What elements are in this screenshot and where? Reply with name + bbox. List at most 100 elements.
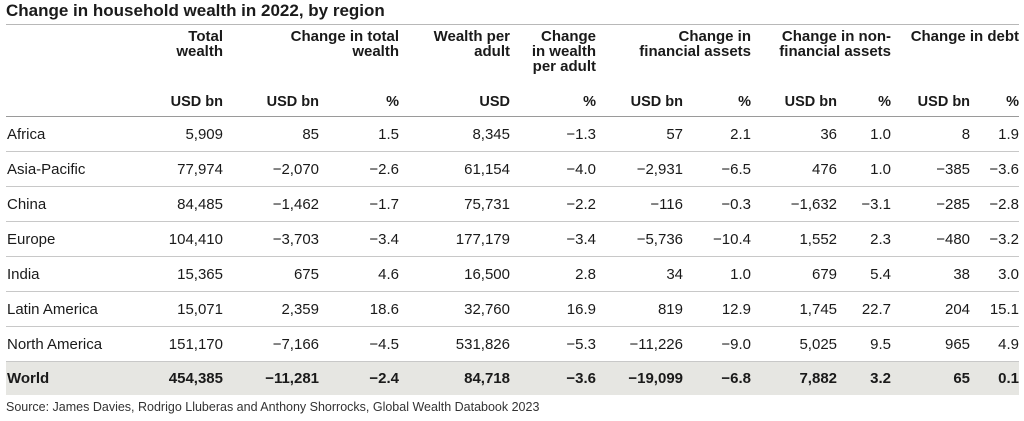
cell: 1.0 <box>837 151 892 187</box>
cell: 177,179 <box>399 221 510 257</box>
table-row: Europe 104,410 −3,703 −3.4 177,179 −3.4 … <box>6 221 1020 257</box>
cell: 85 <box>223 116 319 152</box>
cell: 34 <box>596 256 683 292</box>
cell: −10.4 <box>683 221 752 257</box>
cell: 3.2 <box>837 361 892 395</box>
cell: −285 <box>891 186 971 222</box>
cell: 1.5 <box>319 116 399 152</box>
unit-cell: USD bn <box>116 87 223 117</box>
cell: 36 <box>751 116 838 152</box>
cell: −1,632 <box>751 186 838 222</box>
header-row-units: USD bn USD bn % USD % USD bn % USD bn % … <box>6 87 1020 117</box>
unit-cell: % <box>683 87 752 117</box>
cell: 65 <box>891 361 971 395</box>
wealth-table: Total wealth Change in total wealth Weal… <box>6 25 1020 395</box>
cell: −0.3 <box>683 186 752 222</box>
cell: 22.7 <box>837 291 892 327</box>
table-row: Asia-Pacific 77,974 −2,070 −2.6 61,154 −… <box>6 151 1020 187</box>
cell: 9.5 <box>837 326 892 362</box>
header-change-nonfinancial-assets: Change in non- financial assets <box>779 28 892 60</box>
region-label: World <box>6 361 116 395</box>
cell: −19,099 <box>596 361 683 395</box>
cell: 204 <box>891 291 971 327</box>
cell: −4.5 <box>319 326 399 362</box>
region-label: Africa <box>6 116 116 152</box>
cell: 1,552 <box>751 221 838 257</box>
unit-cell: % <box>319 87 399 117</box>
cell: 15,365 <box>116 256 223 292</box>
cell: 4.6 <box>319 256 399 292</box>
cell: 1.0 <box>683 256 752 292</box>
source-note: Source: James Davies, Rodrigo Lluberas a… <box>6 400 540 414</box>
cell: 61,154 <box>399 151 510 187</box>
cell: 2,359 <box>223 291 319 327</box>
cell: 151,170 <box>116 326 223 362</box>
cell: −3.4 <box>319 221 399 257</box>
unit-cell: USD bn <box>891 87 971 117</box>
header-row-groups: Total wealth Change in total wealth Weal… <box>6 25 1019 87</box>
cell: 12.9 <box>683 291 752 327</box>
cell: 454,385 <box>116 361 223 395</box>
cell: −5.3 <box>510 326 596 362</box>
cell: −3.2 <box>970 221 1020 257</box>
cell: 675 <box>223 256 319 292</box>
region-label: China <box>6 186 116 222</box>
region-label: Europe <box>6 221 116 257</box>
cell: 16,500 <box>399 256 510 292</box>
cell: −2.2 <box>510 186 596 222</box>
unit-cell: USD bn <box>751 87 838 117</box>
header-change-total-wealth: Change in total wealth <box>290 28 399 60</box>
cell: −385 <box>891 151 971 187</box>
region-label: North America <box>6 326 116 362</box>
cell: −9.0 <box>683 326 752 362</box>
cell: 84,718 <box>399 361 510 395</box>
cell: −3.1 <box>837 186 892 222</box>
cell: 8,345 <box>399 116 510 152</box>
header-change-debt: Change in debt <box>910 28 1020 45</box>
cell: 3.0 <box>970 256 1020 292</box>
cell: 2.8 <box>510 256 596 292</box>
region-label: Asia-Pacific <box>6 151 116 187</box>
cell: −480 <box>891 221 971 257</box>
header-change-wealth-per-adult: Change in wealth per adult <box>531 28 596 75</box>
cell: 2.1 <box>683 116 752 152</box>
cell: −2.6 <box>319 151 399 187</box>
cell: 77,974 <box>116 151 223 187</box>
cell: −1.3 <box>510 116 596 152</box>
cell: 84,485 <box>116 186 223 222</box>
cell: −7,166 <box>223 326 319 362</box>
table-row: China 84,485 −1,462 −1.7 75,731 −2.2 −11… <box>6 186 1020 222</box>
cell: −2.8 <box>970 186 1020 222</box>
cell: 476 <box>751 151 838 187</box>
region-label: India <box>6 256 116 292</box>
cell: 38 <box>891 256 971 292</box>
cell: 8 <box>891 116 971 152</box>
cell: −3,703 <box>223 221 319 257</box>
cell: 32,760 <box>399 291 510 327</box>
cell: −116 <box>596 186 683 222</box>
cell: −2,070 <box>223 151 319 187</box>
unit-cell: USD <box>399 87 510 117</box>
table-row: Africa 5,909 85 1.5 8,345 −1.3 57 2.1 36… <box>6 116 1020 152</box>
cell: −2.4 <box>319 361 399 395</box>
cell: 104,410 <box>116 221 223 257</box>
top-rule <box>6 24 1019 25</box>
cell: 1.0 <box>837 116 892 152</box>
table-row: India 15,365 675 4.6 16,500 2.8 34 1.0 6… <box>6 256 1020 292</box>
cell: 4.9 <box>970 326 1020 362</box>
header-total-wealth: Total wealth <box>176 28 223 60</box>
cell: 75,731 <box>399 186 510 222</box>
cell: −1,462 <box>223 186 319 222</box>
region-label: Latin America <box>6 291 116 327</box>
cell: −6.8 <box>683 361 752 395</box>
unit-cell: USD bn <box>596 87 683 117</box>
cell: 57 <box>596 116 683 152</box>
cell: 0.1 <box>970 361 1020 395</box>
cell: 1.9 <box>970 116 1020 152</box>
cell: 18.6 <box>319 291 399 327</box>
cell: −5,736 <box>596 221 683 257</box>
cell: 5,025 <box>751 326 838 362</box>
cell: −6.5 <box>683 151 752 187</box>
cell: 965 <box>891 326 971 362</box>
table-row: Latin America 15,071 2,359 18.6 32,760 1… <box>6 291 1020 327</box>
